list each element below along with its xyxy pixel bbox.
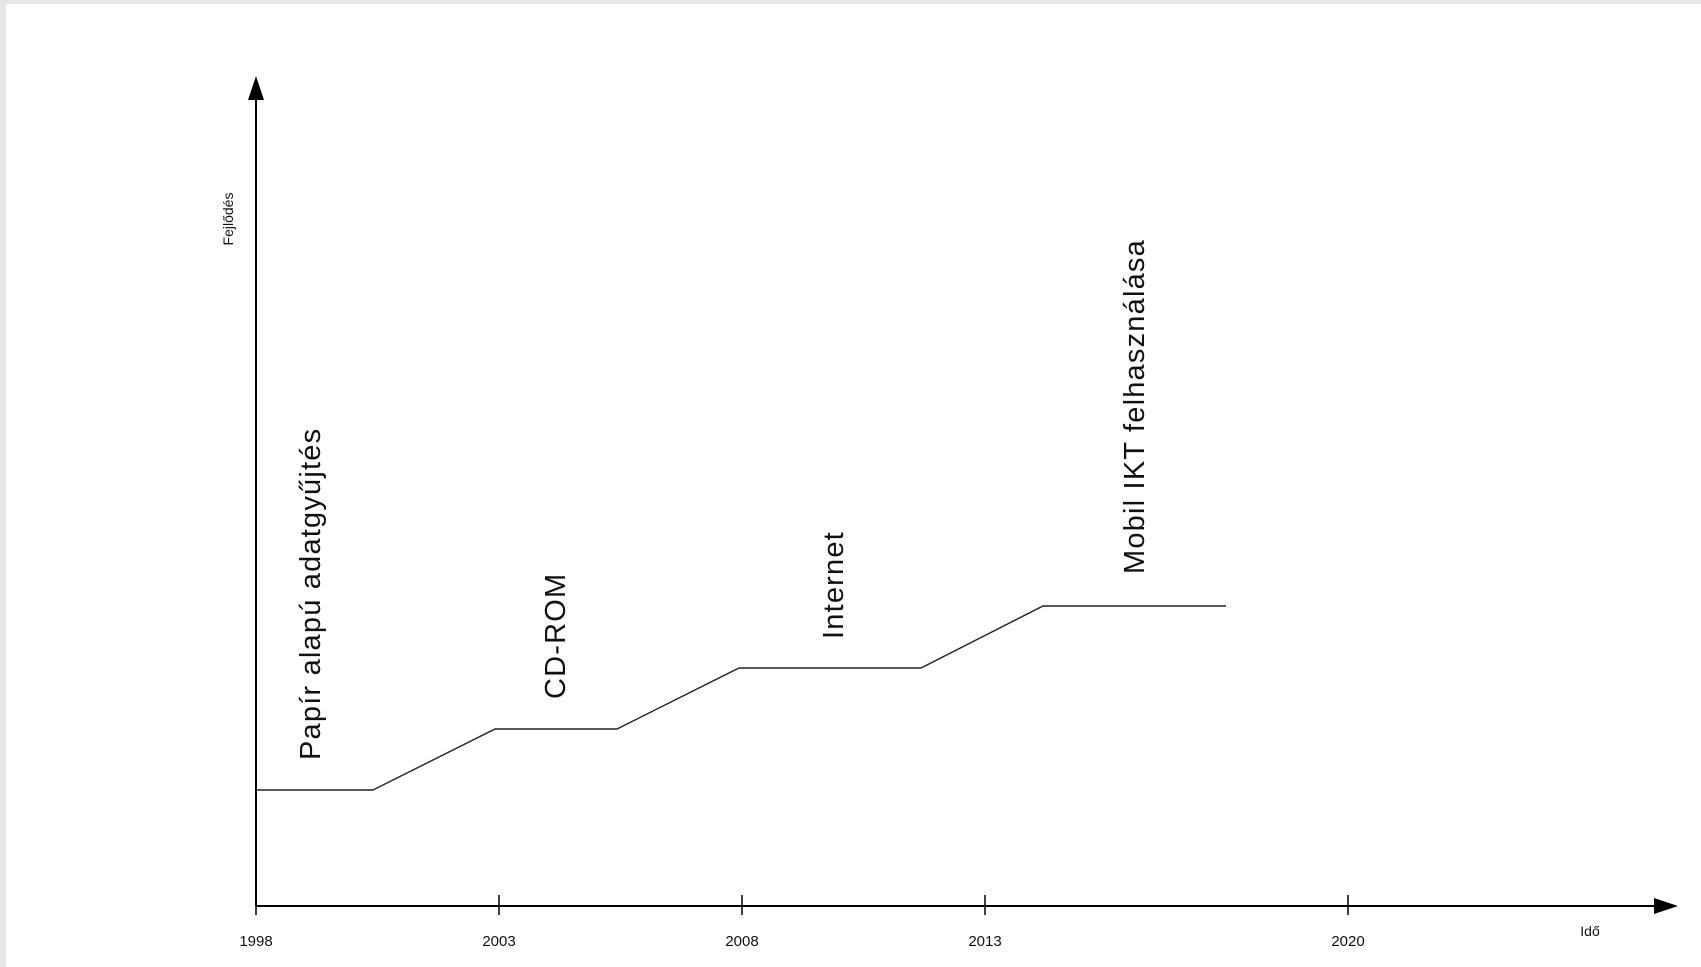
stage-label-mobile: Mobil IKT felhasználása: [1119, 239, 1151, 574]
x-tick-label: 1998: [239, 933, 272, 950]
x-tick-label: 2020: [1331, 933, 1364, 950]
x-axis-arrow-icon: [1654, 898, 1678, 914]
y-axis-arrow-icon: [248, 76, 264, 100]
chart: 1998 2003 2008 2013 2020 Idő Fejlődés Pa…: [220, 76, 1678, 950]
x-tick-label: 2008: [725, 933, 758, 950]
y-axis-label: Fejlődés: [220, 193, 236, 246]
stage-label-cdrom: CD-ROM: [540, 573, 572, 699]
progression-line: [256, 605, 1226, 791]
stage-label-internet: Internet: [818, 531, 850, 639]
x-axis-label: Idő: [1580, 923, 1600, 939]
page: 1998 2003 2008 2013 2020 Idő Fejlődés Pa…: [6, 4, 1701, 967]
stage-label-paper: Papír alapú adatgyűjtés: [295, 428, 327, 760]
x-tick-label: 2013: [968, 933, 1001, 950]
x-tick-label: 2003: [482, 933, 515, 950]
